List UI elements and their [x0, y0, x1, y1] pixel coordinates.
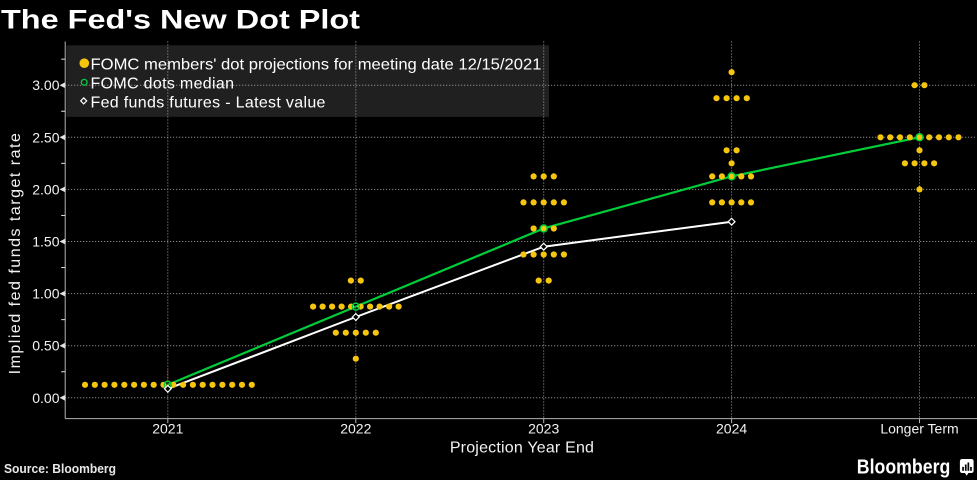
svg-text:1.50: 1.50 [32, 234, 59, 250]
svg-text:Projection Year End: Projection Year End [450, 440, 594, 457]
svg-text:0.00: 0.00 [32, 390, 59, 406]
svg-text:0.50: 0.50 [32, 338, 59, 354]
svg-text:2.50: 2.50 [32, 129, 59, 145]
svg-text:1.00: 1.00 [32, 286, 59, 302]
svg-text:Longer Term: Longer Term [880, 421, 958, 437]
svg-text:Bloomberg: Bloomberg [857, 456, 951, 479]
svg-text:2024: 2024 [716, 421, 747, 437]
svg-text:2.00: 2.00 [32, 181, 59, 197]
svg-text:3.00: 3.00 [32, 77, 59, 93]
svg-text:Fed funds futures - Latest val: Fed funds futures - Latest value [91, 95, 326, 112]
svg-text:Source: Bloomberg: Source: Bloomberg [4, 461, 116, 476]
svg-text:The Fed's New Dot Plot: The Fed's New Dot Plot [1, 5, 360, 35]
svg-text:FOMC dots median: FOMC dots median [91, 76, 235, 93]
svg-text:2021: 2021 [152, 421, 183, 437]
svg-text:2023: 2023 [528, 421, 559, 437]
svg-text:Implied fed funds target rate: Implied fed funds target rate [7, 132, 24, 375]
svg-text:2022: 2022 [340, 421, 371, 437]
svg-text:FOMC members' dot projections: FOMC members' dot projections for meetin… [91, 56, 542, 73]
